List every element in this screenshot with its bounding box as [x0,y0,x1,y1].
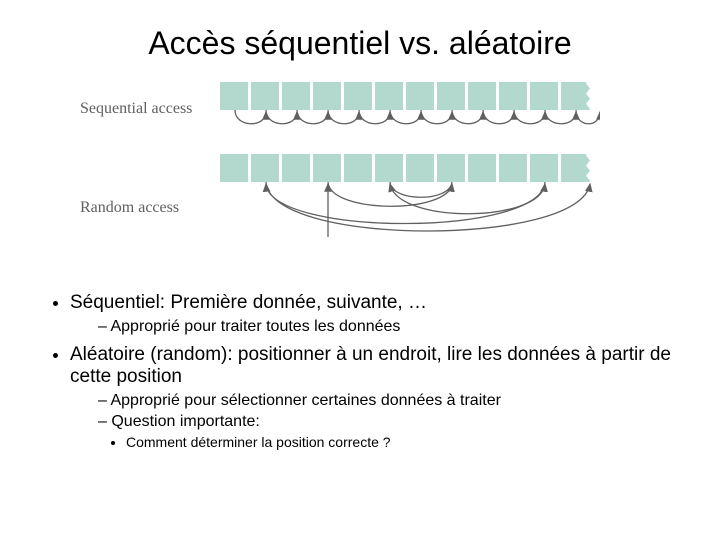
slide-title: Accès séquentiel vs. aléatoire [40,25,680,62]
bullet-sequential-text: Séquentiel: Première donnée, suivante, … [70,292,427,313]
bullet-list: Séquentiel: Première donnée, suivante, …… [40,292,680,450]
bullet-random-sub2-text: Question importante: [111,413,260,430]
bullet-sequential: Séquentiel: Première donnée, suivante, …… [70,292,680,336]
access-diagram: Sequential access [80,82,640,262]
bullet-random: Aléatoire (random): positionner à un end… [70,344,680,450]
random-arrows [220,182,600,272]
bullet-random-sub2-1: Comment déterminer la position correcte … [126,434,680,450]
random-blocks [220,154,600,182]
sequential-blocks [220,82,600,110]
bullet-sequential-sub: Approprié pour traiter toutes les donnée… [98,318,680,336]
random-label: Random access [80,199,220,217]
bullet-random-sub2: Question importante: Comment déterminer … [98,413,680,450]
sequential-arrows [220,110,600,140]
bullet-random-sub1: Approprié pour sélectionner certaines do… [98,392,680,410]
sequential-label: Sequential access [80,100,220,118]
bullet-random-text: Aléatoire (random): positionner à un end… [70,344,671,387]
